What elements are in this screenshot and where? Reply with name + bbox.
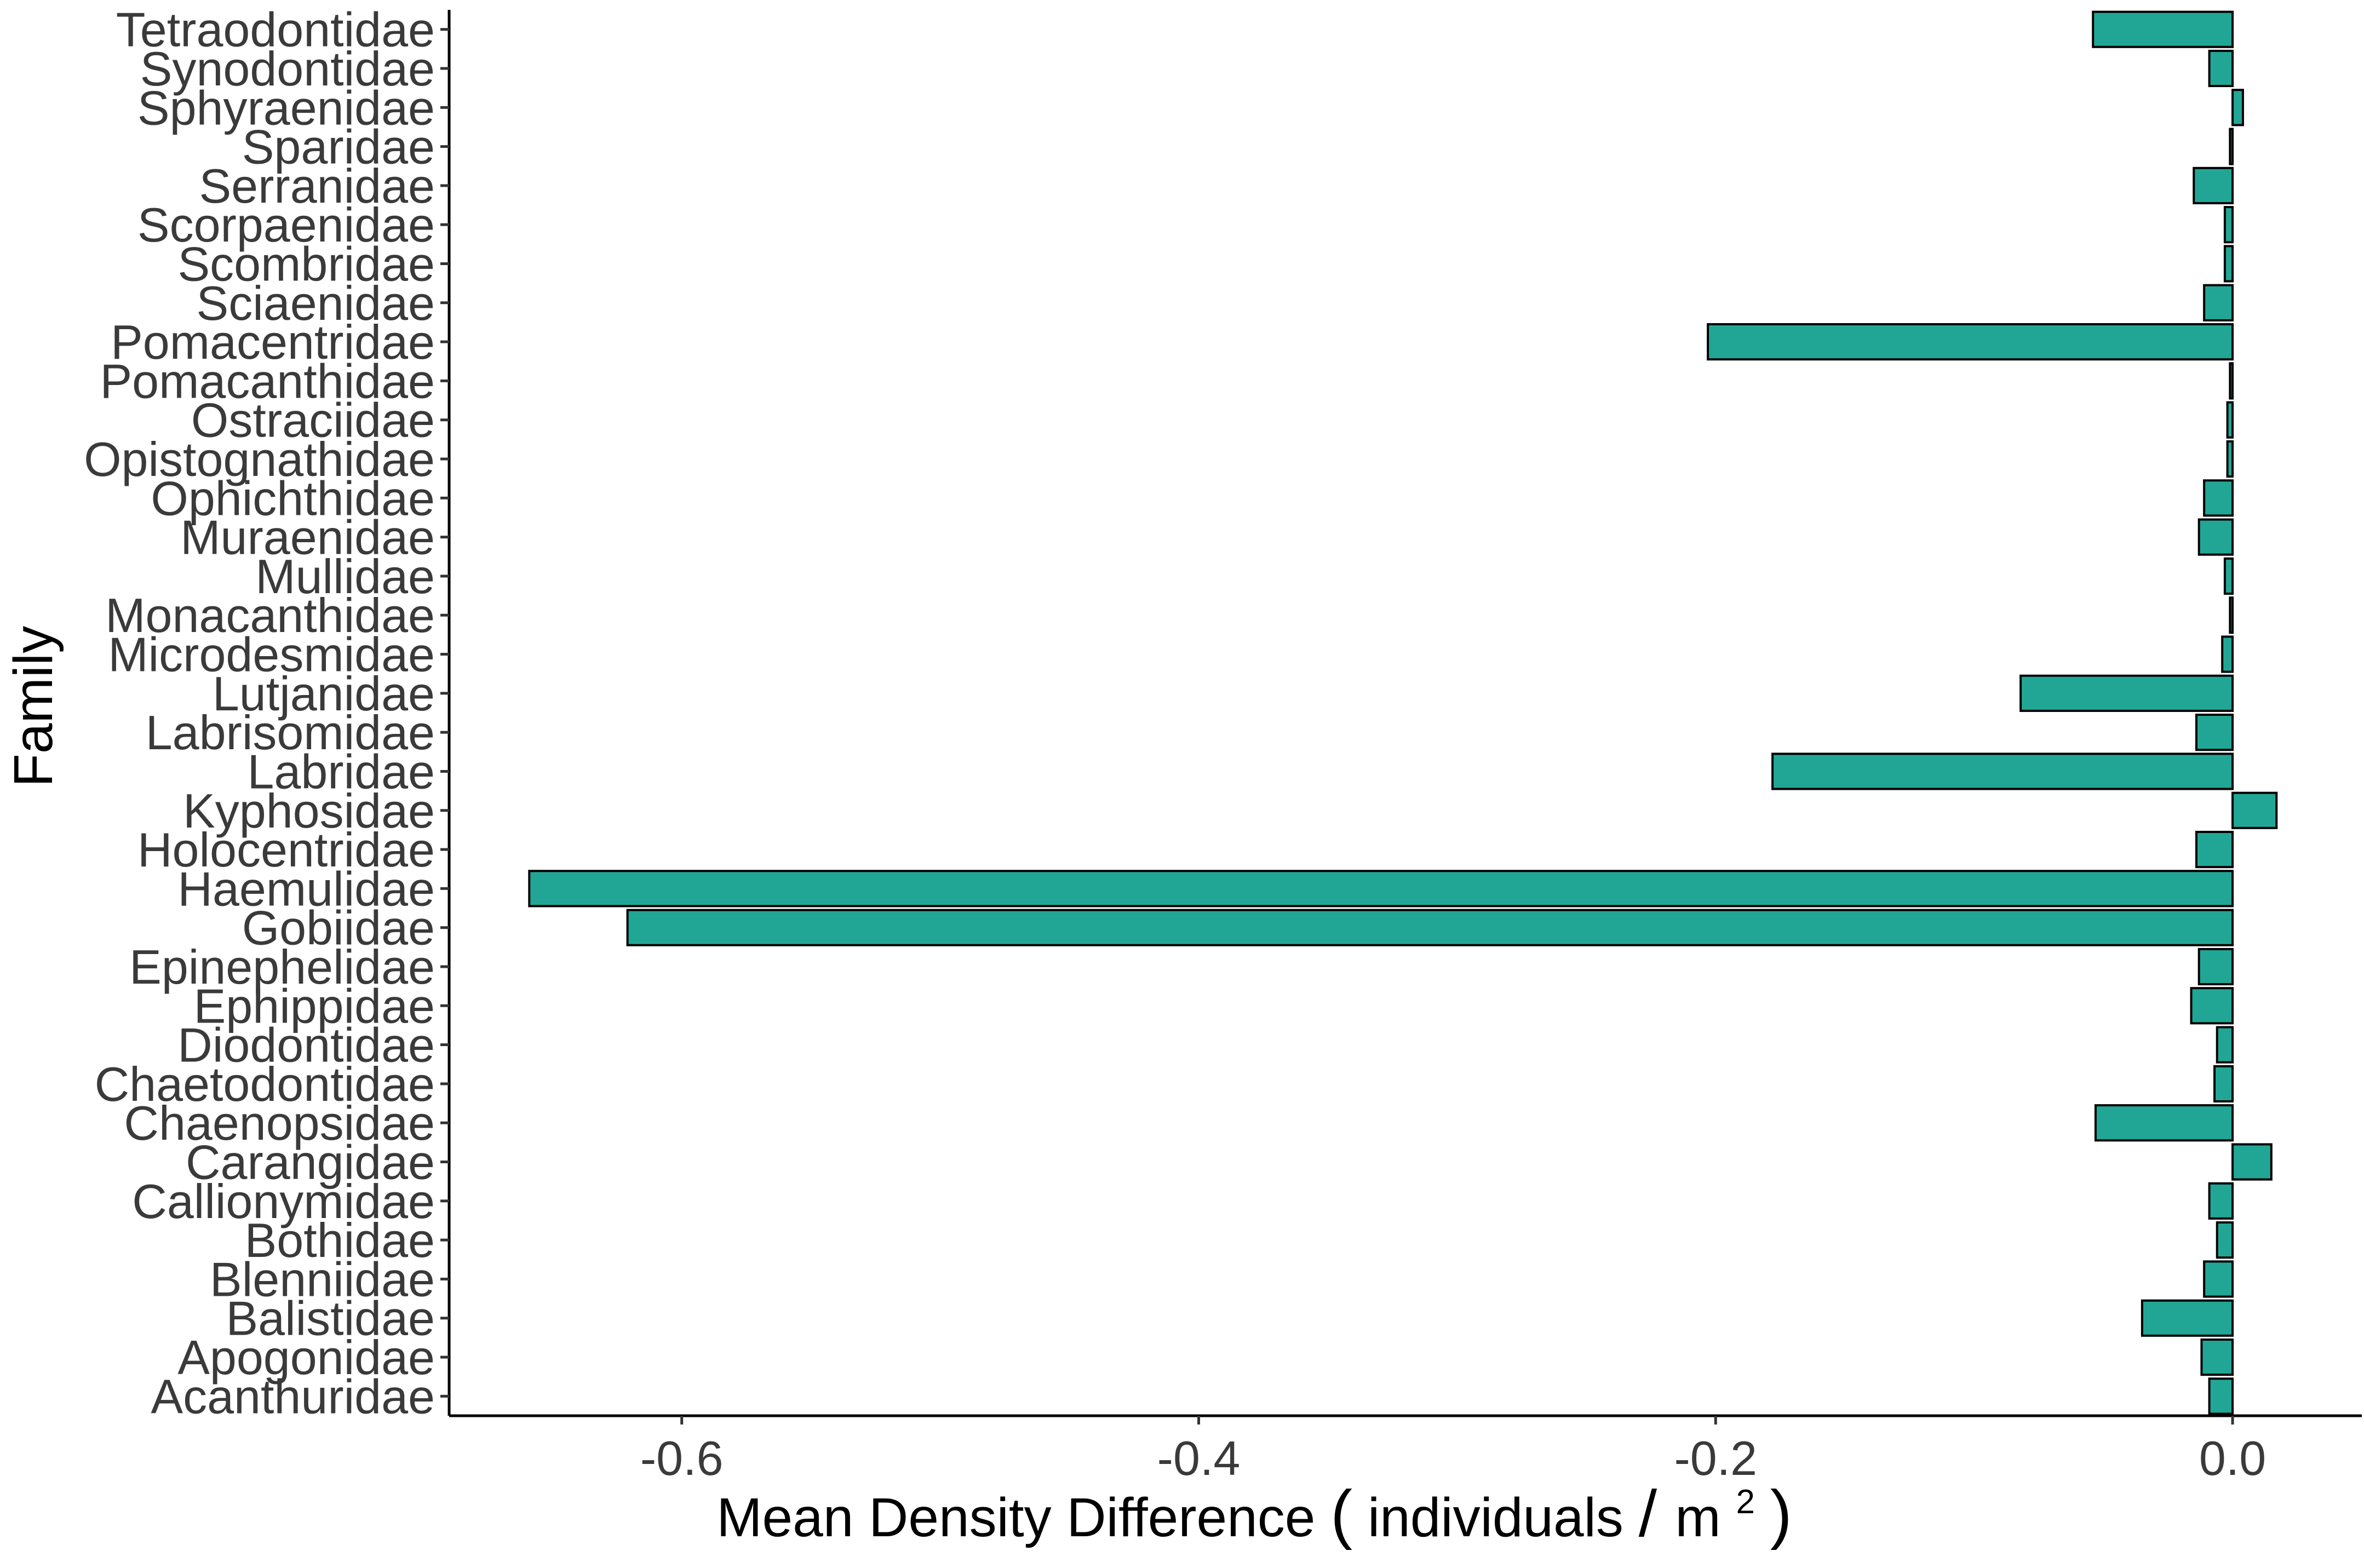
y-tick-label: Haemulidae [177,861,435,916]
x-axis-title-unit-exponent: 2 [1736,1483,1754,1521]
x-axis-title-unit-base: m [1675,1487,1720,1548]
y-tick-label: Holocentridae [137,823,435,877]
y-tick-label: Pomacanthidae [100,354,435,408]
y-tick-label: Diodontidae [177,1018,435,1072]
y-tick-label: Synodontidae [140,42,435,96]
bar-pomacanthidae [2229,362,2234,400]
y-ticks-layer: AcanthuridaeApogonidaeBalistidaeBlenniid… [84,3,449,1423]
bar-haemulidae [528,870,2234,908]
y-tick-label: Balistidae [226,1291,435,1346]
bar-muraenidae [2197,518,2234,556]
x-axis-title-open-paren: ( [1330,1477,1352,1550]
bar-lutjanidae [2019,674,2234,712]
y-axis-title: Family [3,626,64,787]
x-axis-title: Mean Density Difference ( individuals / … [716,1464,1792,1550]
y-tick-label: Chaenopsidae [124,1096,435,1150]
y-tick-label: Scorpaenidae [137,198,435,252]
bar-scombridae [2223,245,2234,283]
y-tick-label: Sparidae [242,120,435,174]
bar-microdesmidae [2221,635,2234,673]
bar-diodontidae [2216,1026,2234,1064]
y-tick-label: Opistognathidae [84,432,435,486]
bar-ophichthidae [2203,479,2234,517]
y-tick-label: Labridae [247,744,435,799]
bar-sparidae [2229,128,2234,165]
y-tick-label: Bothidae [245,1213,435,1267]
bars-layer [528,10,2278,1415]
y-tick-label: Callionymidae [132,1174,435,1228]
bar-bothidae [2216,1221,2234,1259]
x-tick-label: -0.4 [1157,1431,1241,1485]
bar-tetraodontidae [2092,10,2234,48]
bar-labridae [1771,753,2234,790]
y-tick-label: Microdesmidae [108,628,435,682]
bar-serranidae [2193,166,2234,204]
y-tick-label: Mullidae [255,549,435,604]
x-tick-label: -0.2 [1674,1431,1757,1485]
bar-holocentridae [2195,830,2234,869]
bar-mullidae [2223,557,2234,595]
bar-callionymidae [2208,1182,2234,1220]
bar-carangidae [2231,1143,2273,1181]
y-tick-label: Blenniidae [210,1252,435,1306]
bar-monacanthidae [2229,596,2234,634]
bar-sciaenidae [2203,284,2234,321]
bar-scorpaenidae [2223,206,2234,244]
bar-chaetodontidae [2213,1065,2234,1102]
y-tick-label: Epinephelidae [129,940,435,994]
y-tick-label: Muraenidae [180,510,435,565]
bar-gobiidae [626,909,2234,946]
bar-synodontidae [2208,49,2234,88]
bar-sphyraenidae [2231,89,2244,127]
y-tick-label: Acanthuridae [151,1369,435,1423]
x-tick-label: 0.0 [2199,1431,2266,1485]
y-tick-label: Serranidae [199,159,435,213]
bar-labrisomidae [2195,714,2234,751]
y-tick-label: Monacanthidae [105,588,435,642]
y-tick-label: Kyphosidae [183,784,435,838]
x-tick-label: -0.6 [640,1431,724,1485]
y-tick-label: Gobiidae [242,901,435,955]
bar-ephippidae [2190,987,2234,1025]
bar-opistognathidae [2226,440,2234,478]
y-tick-label: Tetraodontidae [116,3,435,57]
bar-ostraciidae [2226,401,2234,439]
y-tick-label: Carangidae [186,1135,435,1190]
x-axis-title-slash: / [1639,1477,1676,1550]
y-tick-label: Chaetodontidae [95,1057,435,1111]
y-tick-label: Ophichthidae [151,471,435,525]
y-tick-label: Sphyraenidae [137,81,435,135]
x-ticks-layer: -0.6 -0.4 -0.2 0.0 [640,1416,2266,1485]
bar-kyphosidae [2231,791,2278,829]
bar-balistidae [2141,1299,2234,1337]
bar-epinephelidae [2197,947,2234,986]
bar-apogonidae [2200,1338,2234,1376]
y-tick-label: Lutjanidae [213,667,435,721]
y-tick-label: Ephippidae [194,979,435,1033]
y-tick-label: Ostraciidae [191,393,435,447]
x-axis-title-unit-prefix: individuals [1368,1487,1623,1548]
x-axis-title-close-paren: ) [1770,1477,1792,1550]
y-tick-label: Labrisomidae [146,705,435,760]
y-tick-label: Pomacentridae [111,315,435,369]
y-tick-label: Apogonidae [177,1330,435,1385]
y-tick-label: Scombridae [177,237,435,291]
bar-acanthuridae [2208,1377,2234,1415]
bar-blenniidae [2203,1260,2234,1298]
bar-chaenopsidae [2094,1104,2234,1142]
y-tick-label: Sciaenidae [197,276,435,330]
bar-pomacentridae [1707,323,2234,361]
x-axis-title-main: Mean Density Difference [716,1487,1315,1548]
